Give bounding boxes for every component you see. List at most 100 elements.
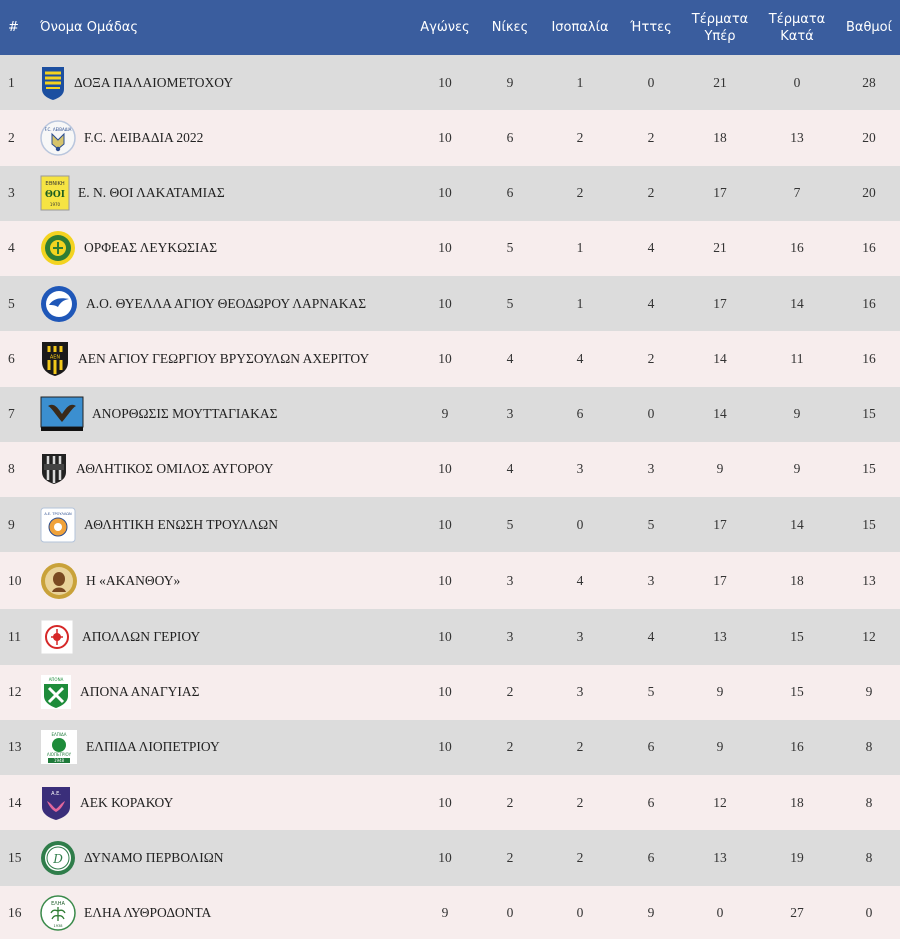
position-cell: 9	[8, 516, 15, 532]
elia-crest-icon: ΕΛΗΑ 1938	[40, 895, 76, 931]
team-name[interactable]: ΑΘΛΗΤΙΚΟΣ ΟΜΙΛΟΣ ΑΥΓΟΡΟΥ	[76, 461, 274, 477]
table-row: 1 ΔΟΞΑ ΠΑΛΑΙΟΜΕΤΟΧΟΥ 10 9 1 0 21 0 28	[0, 55, 900, 111]
losses-cell: 9	[647, 905, 655, 921]
goals-for-cell: 9	[716, 684, 724, 700]
position-cell: 10	[8, 572, 22, 588]
table-row: 9 Α.Ε. ΤΡΟΥΛΛΩΝ ΑΘΛΗΤΙΚΗ ΕΝΩΣΗ ΤΡΟΥΛΛΩΝ 10 5…	[0, 497, 900, 553]
goals-for-cell: 18	[713, 129, 727, 145]
svg-text:ΕΘΝΙΚΗ: ΕΘΝΙΚΗ	[45, 181, 65, 187]
goals-for-cell: 17	[713, 572, 727, 588]
losses-cell: 6	[647, 739, 655, 755]
draws-cell: 1	[576, 295, 584, 311]
table-row: 12 ΑΠΟΝΑ ΑΠΟΝΑ ΑΝΑΓΥΙΑΣ 10 2 3 5 9 15 9	[0, 664, 900, 720]
position-cell: 2	[8, 129, 15, 145]
header-wins: Νίκες	[491, 20, 529, 35]
team-name[interactable]: F.C. ΛΕΙΒΑΔΙΑ 2022	[84, 129, 204, 145]
goals-for-cell: 14	[713, 350, 727, 366]
team-info: ΔΟΞΑ ΠΑΛΑΙΟΜΕΤΟΧΟΥ	[40, 63, 412, 103]
svg-text:ΘΟΙ: ΘΟΙ	[45, 190, 65, 200]
team-name[interactable]: ΔΟΞΑ ΠΑΛΑΙΟΜΕΤΟΧΟΥ	[74, 74, 234, 90]
svg-text:1948: 1948	[54, 758, 65, 763]
team-info: F.C. ΛΕΙΒΑΔΙΑ F.C. ΛΕΙΒΑΔΙΑ 2022	[40, 118, 412, 158]
wins-cell: 2	[506, 739, 514, 755]
goals-for-cell: 9	[716, 461, 724, 477]
team-name[interactable]: ΑΕΚ ΚΟΡΑΚΟΥ	[80, 794, 174, 810]
points-cell: 8	[865, 794, 873, 810]
losses-cell: 4	[647, 240, 655, 256]
troullon-crest-icon: Α.Ε. ΤΡΟΥΛΛΩΝ	[40, 507, 76, 543]
played-cell: 10	[438, 295, 452, 311]
position-cell: 6	[8, 350, 15, 366]
wins-cell: 4	[506, 350, 514, 366]
team-info: D ΔΥΝΑΜΟ ΠΕΡΒΟΛΙΩΝ	[40, 838, 412, 878]
goals-for-cell: 17	[713, 295, 727, 311]
draws-cell: 4	[576, 350, 584, 366]
team-name[interactable]: ΕΛΗΑ ΛΥΘΡΟΔΟΝΤΑ	[84, 905, 212, 921]
wins-cell: 4	[506, 461, 514, 477]
goals-against-cell: 27	[790, 905, 804, 921]
wins-cell: 2	[506, 684, 514, 700]
leivadia-crest-icon: F.C. ΛΕΙΒΑΔΙΑ	[40, 120, 76, 156]
losses-cell: 2	[647, 185, 655, 201]
losses-cell: 6	[647, 849, 655, 865]
team-name[interactable]: ΕΛΠΙΔΑ ΛΙΟΠΕΤΡΙΟΥ	[86, 739, 220, 755]
team-info: ΑΠΟΝΑ ΑΠΟΝΑ ΑΝΑΓΥΙΑΣ	[40, 672, 412, 712]
losses-cell: 2	[647, 350, 655, 366]
table-row: 7 ΑΝΟΡΘΩΣΙΣ ΜΟΥΤΤΑΓΙΑΚΑΣ 9 3 6 0 14 9 15	[0, 386, 900, 442]
wins-cell: 3	[506, 572, 514, 588]
goals-against-cell: 19	[790, 849, 804, 865]
goals-for-cell: 13	[713, 849, 727, 865]
played-cell: 10	[438, 240, 452, 256]
points-cell: 0	[865, 905, 873, 921]
position-cell: 5	[8, 295, 15, 311]
svg-text:ΛΙΟΠΕΤΡΙΟΥ: ΛΙΟΠΕΤΡΙΟΥ	[47, 752, 72, 757]
losses-cell: 0	[647, 406, 655, 422]
position-cell: 15	[8, 849, 22, 865]
draws-cell: 6	[576, 406, 584, 422]
position-cell: 14	[8, 794, 22, 810]
team-name[interactable]: Α.Ο. ΘΥΕΛΛΑ ΑΓΙΟΥ ΘΕΟΔΩΡΟΥ ΛΑΡΝΑΚΑΣ	[86, 295, 367, 311]
aek-korakou-crest-icon: Α.Ε.	[40, 785, 72, 821]
draws-cell: 3	[576, 684, 584, 700]
wins-cell: 3	[506, 628, 514, 644]
team-cell: ΕΛΠΙΔΑ ΛΙΟΠΕΤΡΙΟΥ 1948 ΕΛΠΙΔΑ ΛΙΟΠΕΤΡΙΟΥ	[40, 720, 412, 775]
team-name[interactable]: Ε. Ν. ΘΟΙ ΛΑΚΑΤΑΜΙΑΣ	[78, 185, 225, 201]
header-draws: Ισοπαλία	[551, 20, 609, 35]
team-name[interactable]: ΑΠΟΛΛΩΝ ΓΕΡΙΟΥ	[82, 628, 201, 644]
header-goals-for-line2: Υπέρ	[704, 28, 736, 44]
header-losses: Ήττες	[630, 20, 672, 35]
losses-cell: 5	[647, 684, 655, 700]
team-name[interactable]: Η «ΑΚΑΝΘΟΥ»	[86, 572, 181, 588]
header-goals-for-line1: Τέρματα	[691, 11, 749, 27]
team-info: ΕΛΗΑ 1938 ΕΛΗΑ ΛΥΘΡΟΔΟΝΤΑ	[40, 893, 412, 933]
points-cell: 9	[865, 684, 873, 700]
team-info: ΕΘΝΙΚΗ ΘΟΙ 1970 Ε. Ν. ΘΟΙ ΛΑΚΑΤΑΜΙΑΣ	[40, 173, 412, 213]
goals-against-cell: 16	[790, 240, 804, 256]
team-cell: ΑΠΟΛΛΩΝ ΓΕΡΙΟΥ	[40, 609, 412, 664]
team-name[interactable]: ΑΠΟΝΑ ΑΝΑΓΥΙΑΣ	[80, 684, 200, 700]
position-cell: 12	[8, 684, 22, 700]
team-cell: ΕΛΗΑ 1938 ΕΛΗΑ ΛΥΘΡΟΔΟΝΤΑ	[40, 886, 412, 939]
header-goals-against-line2: Κατά	[780, 28, 814, 44]
goals-against-cell: 15	[790, 684, 804, 700]
losses-cell: 2	[647, 129, 655, 145]
team-info: ΑΠΟΛΛΩΝ ΓΕΡΙΟΥ	[40, 617, 412, 657]
team-name[interactable]: ΟΡΦΕΑΣ ΛΕΥΚΩΣΙΑΣ	[84, 240, 218, 256]
standings-body: 1 ΔΟΞΑ ΠΑΛΑΙΟΜΕΤΟΧΟΥ 10 9 1 0 21 0 28 2 F.C. ΛΕΙΒΑ…	[0, 55, 900, 939]
goals-for-cell: 17	[713, 185, 727, 201]
goals-for-cell: 0	[716, 905, 724, 921]
team-name[interactable]: ΑΕΝ ΑΓΙΟΥ ΓΕΩΡΓΙΟΥ ΒΡΥΣΟΥΛΩΝ ΑΧΕΡΙΤΟΥ	[78, 350, 370, 366]
team-name[interactable]: ΑΘΛΗΤΙΚΗ ΕΝΩΣΗ ΤΡΟΥΛΛΩΝ	[84, 516, 278, 532]
svg-text:Α.Ε.: Α.Ε.	[51, 791, 61, 797]
team-name[interactable]: ΔΥΝΑΜΟ ΠΕΡΒΟΛΙΩΝ	[84, 849, 224, 865]
goals-against-cell: 18	[790, 794, 804, 810]
played-cell: 10	[438, 129, 452, 145]
position-cell: 11	[8, 628, 21, 644]
team-name[interactable]: ΑΝΟΡΘΩΣΙΣ ΜΟΥΤΤΑΓΙΑΚΑΣ	[92, 406, 278, 422]
goals-against-cell: 0	[793, 74, 801, 90]
goals-against-cell: 11	[790, 350, 804, 366]
svg-text:ΑΕΝ: ΑΕΝ	[50, 354, 61, 360]
team-info: ΑΝΟΡΘΩΣΙΣ ΜΟΥΤΤΑΓΙΑΚΑΣ	[40, 394, 412, 434]
team-info: ΟΡΦΕΑΣ ΛΕΥΚΩΣΙΑΣ	[40, 228, 412, 268]
points-cell: 28	[862, 74, 876, 90]
